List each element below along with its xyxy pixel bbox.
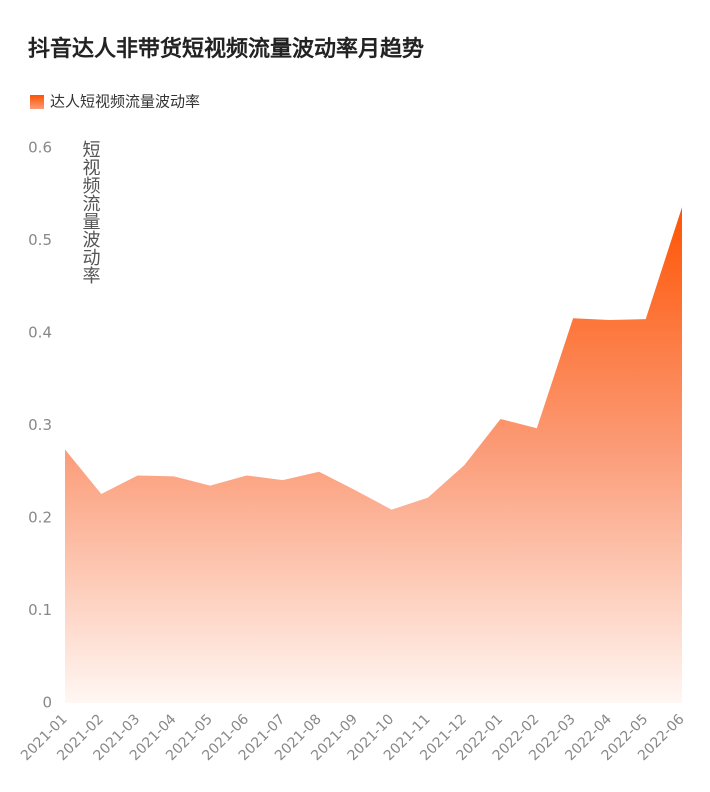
y-tick-label: 0.4: [28, 324, 52, 342]
y-axis-label: 短视频流量波动率: [80, 140, 101, 284]
y-tick-label: 0.6: [28, 139, 52, 157]
y-tick-label: 0.2: [28, 509, 52, 527]
legend-label: 达人短视频流量波动率: [50, 93, 200, 111]
y-tick-label: 0.3: [28, 416, 52, 434]
chart-title: 抖音达人非带货短视频流量波动率月趋势: [28, 36, 424, 62]
y-tick-label: 0.1: [28, 601, 52, 619]
y-tick-label: 0: [42, 694, 52, 712]
area: [65, 207, 682, 703]
y-tick-label: 0.5: [28, 231, 52, 249]
legend-swatch: [30, 95, 44, 109]
